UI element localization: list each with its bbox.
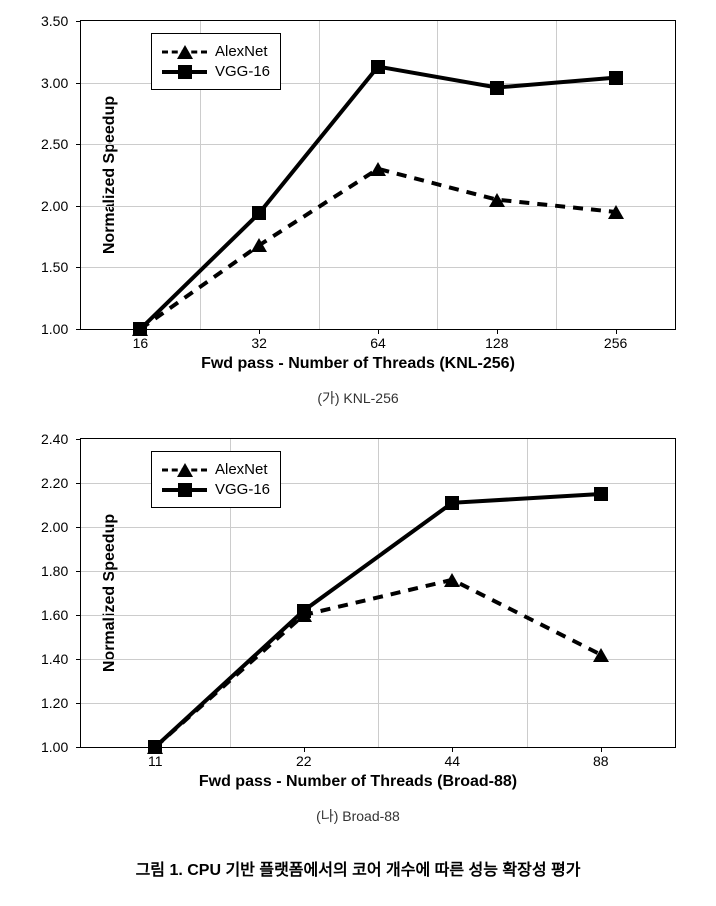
chart2-plot-area: Normalized Speedup AlexNet VGG-16 1.001.… (80, 438, 676, 748)
y-tick-label: 3.50 (41, 13, 68, 29)
chart1-x-label: Fwd pass - Number of Threads (KNL-256) (30, 355, 686, 373)
figure-caption: 그림 1. CPU 기반 플랫폼에서의 코어 개수에 따른 성능 확장성 평가 (30, 856, 686, 880)
y-tick-label: 3.00 (41, 75, 68, 91)
legend-item-vgg16: VGG-16 (162, 63, 270, 80)
legend-line-solid-icon (162, 65, 207, 79)
data-point (609, 71, 623, 85)
y-tick-label: 1.80 (41, 563, 68, 579)
x-tick-label: 32 (251, 335, 267, 351)
chart2-x-label: Fwd pass - Number of Threads (Broad-88) (30, 773, 686, 791)
y-tick-label: 1.40 (41, 651, 68, 667)
legend-item-vgg16-2: VGG-16 (162, 481, 270, 498)
y-tick-label: 1.00 (41, 739, 68, 755)
data-point (148, 740, 162, 754)
data-point (252, 206, 266, 220)
legend-label-vgg16-2: VGG-16 (215, 481, 270, 498)
x-tick-label: 88 (593, 753, 609, 769)
data-point (371, 60, 385, 74)
x-tick-label: 11 (148, 753, 163, 769)
data-point (444, 573, 460, 587)
data-point (133, 322, 147, 336)
x-tick-label: 22 (296, 753, 312, 769)
data-point (490, 81, 504, 95)
data-point (251, 238, 267, 252)
chart2-legend: AlexNet VGG-16 (151, 451, 281, 508)
y-tick-label: 2.40 (41, 431, 68, 447)
y-tick-label: 2.00 (41, 198, 68, 214)
y-tick-label: 1.00 (41, 321, 68, 337)
x-tick-label: 44 (444, 753, 460, 769)
chart1-subcaption: (가) KNL-256 (30, 388, 686, 408)
chart1-plot-area: Normalized Speedup AlexNet VGG-16 1.001.… (80, 20, 676, 330)
data-point (594, 487, 608, 501)
data-point (608, 205, 624, 219)
data-point (297, 604, 311, 618)
y-tick-label: 1.50 (41, 259, 68, 275)
legend-item-alexnet: AlexNet (162, 43, 270, 60)
legend-item-alexnet-2: AlexNet (162, 461, 270, 478)
y-tick-label: 1.20 (41, 695, 68, 711)
legend-label-alexnet-2: AlexNet (215, 461, 268, 478)
x-tick-label: 16 (133, 335, 149, 351)
data-point (445, 496, 459, 510)
x-tick-label: 256 (604, 335, 627, 351)
data-point (370, 162, 386, 176)
legend-line-solid-icon (162, 483, 207, 497)
y-tick-label: 1.60 (41, 607, 68, 623)
legend-label-alexnet: AlexNet (215, 43, 268, 60)
chart-broad88: Normalized Speedup AlexNet VGG-16 1.001.… (30, 438, 686, 826)
legend-line-dashed-icon (162, 463, 207, 477)
y-tick-label: 2.00 (41, 519, 68, 535)
y-tick-label: 2.50 (41, 136, 68, 152)
x-tick-label: 128 (485, 335, 508, 351)
chart1-legend: AlexNet VGG-16 (151, 33, 281, 90)
data-point (593, 648, 609, 662)
data-point (489, 193, 505, 207)
legend-line-dashed-icon (162, 45, 207, 59)
y-tick-label: 2.20 (41, 475, 68, 491)
chart-knl256: Normalized Speedup AlexNet VGG-16 1.001.… (30, 20, 686, 408)
x-tick-label: 64 (370, 335, 386, 351)
chart2-subcaption: (나) Broad-88 (30, 806, 686, 826)
legend-label-vgg16: VGG-16 (215, 63, 270, 80)
